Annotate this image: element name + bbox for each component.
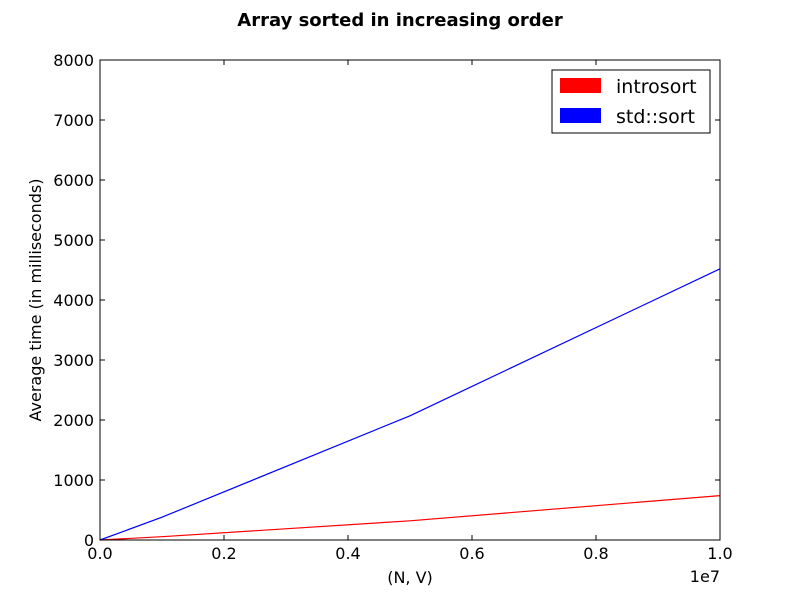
x-tick-label: 0.4: [335, 544, 360, 563]
ticks-layer: 0.0 0.2 0.4 0.6 0.8 1.0 0 1000 2000 3000 4000 5000 6…: [53, 51, 732, 563]
legend-swatch-std-sort: [560, 108, 601, 123]
series-line-introsort: [99, 495, 721, 541]
chart-title: Array sorted in increasing order: [237, 10, 563, 31]
x-tick-label: 1.0: [707, 544, 732, 563]
y-tick-label: 4000: [53, 291, 94, 310]
y-axis-label: Average time (in milliseconds): [26, 179, 45, 422]
x-tick-label: 0.0: [87, 544, 112, 563]
series-line-std-sort: [99, 268, 721, 541]
y-tick-label: 3000: [53, 351, 94, 370]
x-tick-label: 0.6: [459, 544, 484, 563]
legend-label-std-sort: std::sort: [616, 106, 695, 128]
y-tick-label: 2000: [53, 411, 94, 430]
series-layer: [99, 268, 721, 541]
plot-area: [100, 60, 720, 540]
y-tick-label: 8000: [53, 51, 94, 70]
y-tick-label: 5000: [53, 231, 94, 250]
x-tick-label: 0.8: [583, 544, 608, 563]
y-tick-label: 6000: [53, 171, 94, 190]
legend-label-introsort: introsort: [616, 76, 697, 98]
y-tick-label: 7000: [53, 111, 94, 130]
y-tick-label: 1000: [53, 471, 94, 490]
x-tick-label: 0.2: [211, 544, 236, 563]
x-axis-offset-label: 1e7: [690, 567, 720, 586]
x-axis-label: (N, V): [387, 568, 433, 587]
legend-swatch-introsort: [560, 78, 601, 93]
plot-frame: [99, 59, 721, 541]
y-tick-label: 0: [84, 531, 94, 550]
legend: introsort std::sort: [551, 69, 711, 134]
